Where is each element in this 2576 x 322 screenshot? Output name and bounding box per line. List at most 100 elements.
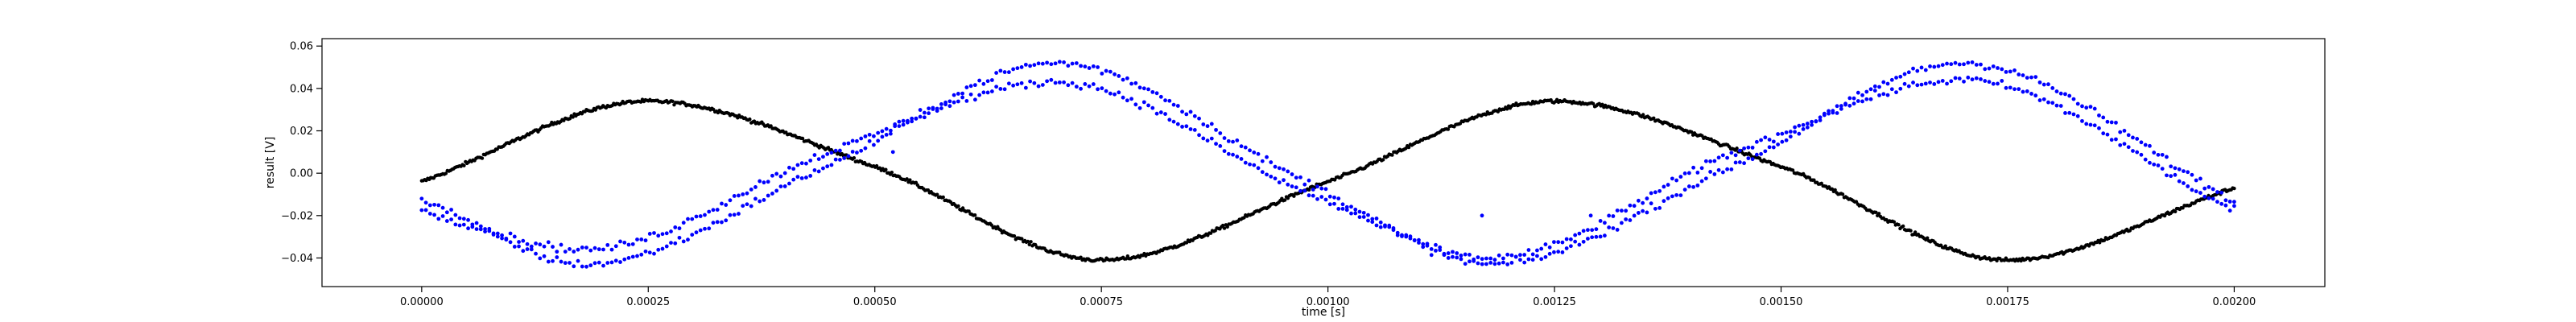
data-point-series-2 <box>812 153 817 157</box>
data-point-series-2 <box>1598 234 1603 239</box>
data-point-series-2 <box>1019 65 1024 69</box>
data-point-series-2 <box>677 226 682 231</box>
data-point-series-2 <box>1818 118 1823 122</box>
data-point-series-2 <box>568 246 572 251</box>
data-point-series-2 <box>1607 213 1612 218</box>
data-point-series-2 <box>720 220 724 225</box>
x-tick-label: 0.00150 <box>1760 296 1803 308</box>
data-point-series-2 <box>1703 159 1708 163</box>
data-point-series-2 <box>972 83 977 88</box>
data-point-series-2 <box>1201 136 1206 141</box>
data-point-series-2 <box>2156 163 2161 167</box>
data-point-series-1 <box>1600 102 1604 106</box>
data-point-series-2 <box>2122 142 2127 147</box>
data-point-series-2 <box>2033 75 2038 79</box>
data-point-series-1 <box>908 178 912 182</box>
data-point-series-2 <box>1480 213 1484 218</box>
data-point-series-2 <box>1586 228 1590 233</box>
data-point-series-2 <box>1797 123 1802 128</box>
data-point-series-2 <box>1226 138 1231 143</box>
data-point-series-2 <box>741 192 745 196</box>
data-point-series-2 <box>1915 83 1920 88</box>
data-point-series-2 <box>1695 183 1700 188</box>
data-point-series-1 <box>1292 194 1296 198</box>
data-point-series-2 <box>1754 139 1759 144</box>
data-point-series-2 <box>2105 119 2110 124</box>
data-point-series-2 <box>1581 239 1586 244</box>
data-point-series-2 <box>1468 253 1472 257</box>
y-axis: −0.04 −0.02 0.00 0.02 0.04 0.06 <box>281 41 322 265</box>
data-point-series-2 <box>1476 261 1480 266</box>
data-point-series-2 <box>1154 91 1159 96</box>
data-point-series-2 <box>500 233 504 237</box>
data-point-series-2 <box>2194 189 2198 194</box>
data-point-series-2 <box>1712 159 1717 163</box>
data-point-series-2 <box>1759 138 1763 142</box>
data-point-series-2 <box>529 247 534 252</box>
data-point-series-2 <box>1657 188 1662 193</box>
data-point-series-1 <box>1892 220 1897 224</box>
data-point-series-2 <box>1496 253 1501 258</box>
data-point-series-2 <box>1539 257 1544 262</box>
data-point-series-2 <box>825 164 830 169</box>
data-point-series-2 <box>1911 66 1915 71</box>
data-point-series-2 <box>686 237 690 242</box>
data-point-series-2 <box>601 263 605 268</box>
data-point-series-2 <box>981 90 986 95</box>
data-point-series-2 <box>1146 103 1150 108</box>
data-point-series-2 <box>1645 210 1649 215</box>
data-point-series-2 <box>1733 153 1738 158</box>
data-point-series-2 <box>2186 184 2190 188</box>
data-point-series-2 <box>1535 248 1539 253</box>
data-point-series-2 <box>1171 119 1176 124</box>
x-tick-label: 0.00125 <box>1533 296 1576 308</box>
data-point-series-2 <box>1226 151 1231 156</box>
data-point-series-2 <box>2088 105 2093 109</box>
data-point-series-2 <box>656 233 661 238</box>
data-point-series-1 <box>890 170 894 175</box>
data-point-series-1 <box>1591 101 1596 106</box>
data-point-series-2 <box>1057 80 1062 85</box>
data-point-series-2 <box>698 214 703 218</box>
data-point-series-2 <box>1332 201 1336 206</box>
data-point-series-2 <box>656 247 661 252</box>
data-point-series-2 <box>2097 113 2101 118</box>
data-point-series-2 <box>525 247 530 251</box>
data-point-series-2 <box>838 158 842 162</box>
data-point-series-2 <box>1636 211 1641 215</box>
data-point-series-1 <box>1505 107 1509 111</box>
data-point-series-2 <box>1070 80 1075 85</box>
data-point-series-2 <box>2156 152 2161 157</box>
data-point-series-1 <box>1020 237 1024 241</box>
data-point-series-2 <box>1928 64 1932 68</box>
data-point-series-2 <box>432 202 436 207</box>
data-point-series-2 <box>521 249 526 254</box>
data-point-series-2 <box>778 174 783 179</box>
data-point-series-2 <box>1083 82 1088 86</box>
data-point-series-2 <box>1083 64 1088 69</box>
data-point-series-2 <box>799 161 804 166</box>
data-point-series-2 <box>947 99 952 104</box>
data-point-series-2 <box>1686 184 1691 188</box>
data-point-series-2 <box>1167 98 1172 103</box>
data-point-series-2 <box>960 95 965 100</box>
data-point-series-2 <box>1108 91 1113 96</box>
data-point-series-2 <box>534 242 538 246</box>
data-point-series-1 <box>941 195 945 200</box>
data-point-series-2 <box>517 240 521 244</box>
data-point-series-2 <box>1957 76 1962 80</box>
data-point-series-2 <box>897 119 902 124</box>
data-point-series-2 <box>1872 89 1877 93</box>
data-point-series-2 <box>787 181 791 186</box>
data-point-series-2 <box>1763 149 1768 154</box>
data-point-series-2 <box>1560 250 1565 254</box>
data-point-series-2 <box>1036 61 1041 66</box>
data-point-series-2 <box>737 212 741 216</box>
data-point-series-2 <box>698 228 703 233</box>
data-point-series-1 <box>1652 116 1656 120</box>
data-point-series-2 <box>2198 191 2202 195</box>
data-point-series-2 <box>1691 184 1696 189</box>
data-point-series-2 <box>1864 89 1869 94</box>
data-point-series-2 <box>1434 242 1438 247</box>
